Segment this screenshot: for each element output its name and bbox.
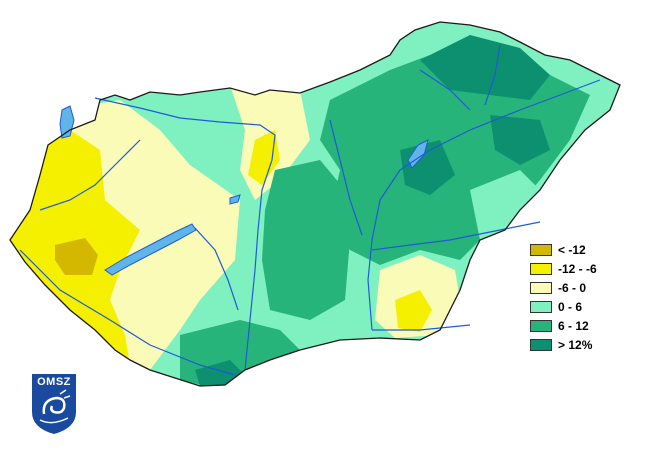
river-zagyva [329, 119, 363, 236]
river-drava [19, 249, 236, 376]
zone-0-6-east-tail [470, 170, 540, 240]
river-hernad [484, 44, 501, 106]
legend-label: -6 - 0 [558, 280, 587, 295]
legend-label: < -12 [558, 242, 586, 257]
lake-velence [229, 194, 241, 205]
legend-item: -6 - 0 [530, 278, 640, 297]
legend-swatch [530, 319, 552, 332]
legend-item: 6 - 12 [530, 316, 640, 335]
legend-label: -12 - -6 [558, 261, 597, 276]
zone-6-12-central [262, 160, 350, 320]
omsz-logo: OMSZ [30, 374, 78, 434]
zone-gt12-northeast [420, 35, 550, 100]
lake-balaton [104, 223, 197, 276]
legend-swatch [530, 338, 552, 351]
river-koros [371, 221, 541, 251]
legend-item: < -12 [530, 240, 640, 259]
zone-6-12-east [320, 45, 590, 265]
omsz-shield-icon [32, 374, 76, 434]
legend-item: -12 - -6 [530, 259, 640, 278]
river-raba [39, 139, 141, 211]
zone-neg12-neg6-south-east [395, 290, 432, 332]
legend-label: > 12% [558, 337, 593, 352]
legend-swatch [530, 262, 552, 275]
zone-lt-neg12 [55, 238, 98, 275]
river-danube [94, 97, 276, 371]
legend-item: > 12% [530, 335, 640, 354]
legend-swatch [530, 300, 552, 313]
zone-neg12-neg6-north [248, 130, 280, 185]
logo-text: OMSZ [37, 376, 71, 388]
river-sio [194, 227, 239, 311]
legend-label: 6 - 12 [558, 318, 589, 333]
river-maros [372, 324, 471, 331]
legend-swatch [530, 243, 552, 256]
river-tisza [367, 79, 601, 331]
legend-label: 0 - 6 [558, 299, 583, 314]
river-sajo [419, 69, 471, 111]
legend-swatch [530, 281, 552, 294]
zone-gt12-east [490, 115, 550, 165]
legend-item: 0 - 6 [530, 297, 640, 316]
rivers [19, 44, 601, 376]
country-border [9, 21, 621, 387]
legend: < -12 -12 - -6 -6 - 0 0 - 6 6 - 12 > 12% [530, 240, 640, 354]
